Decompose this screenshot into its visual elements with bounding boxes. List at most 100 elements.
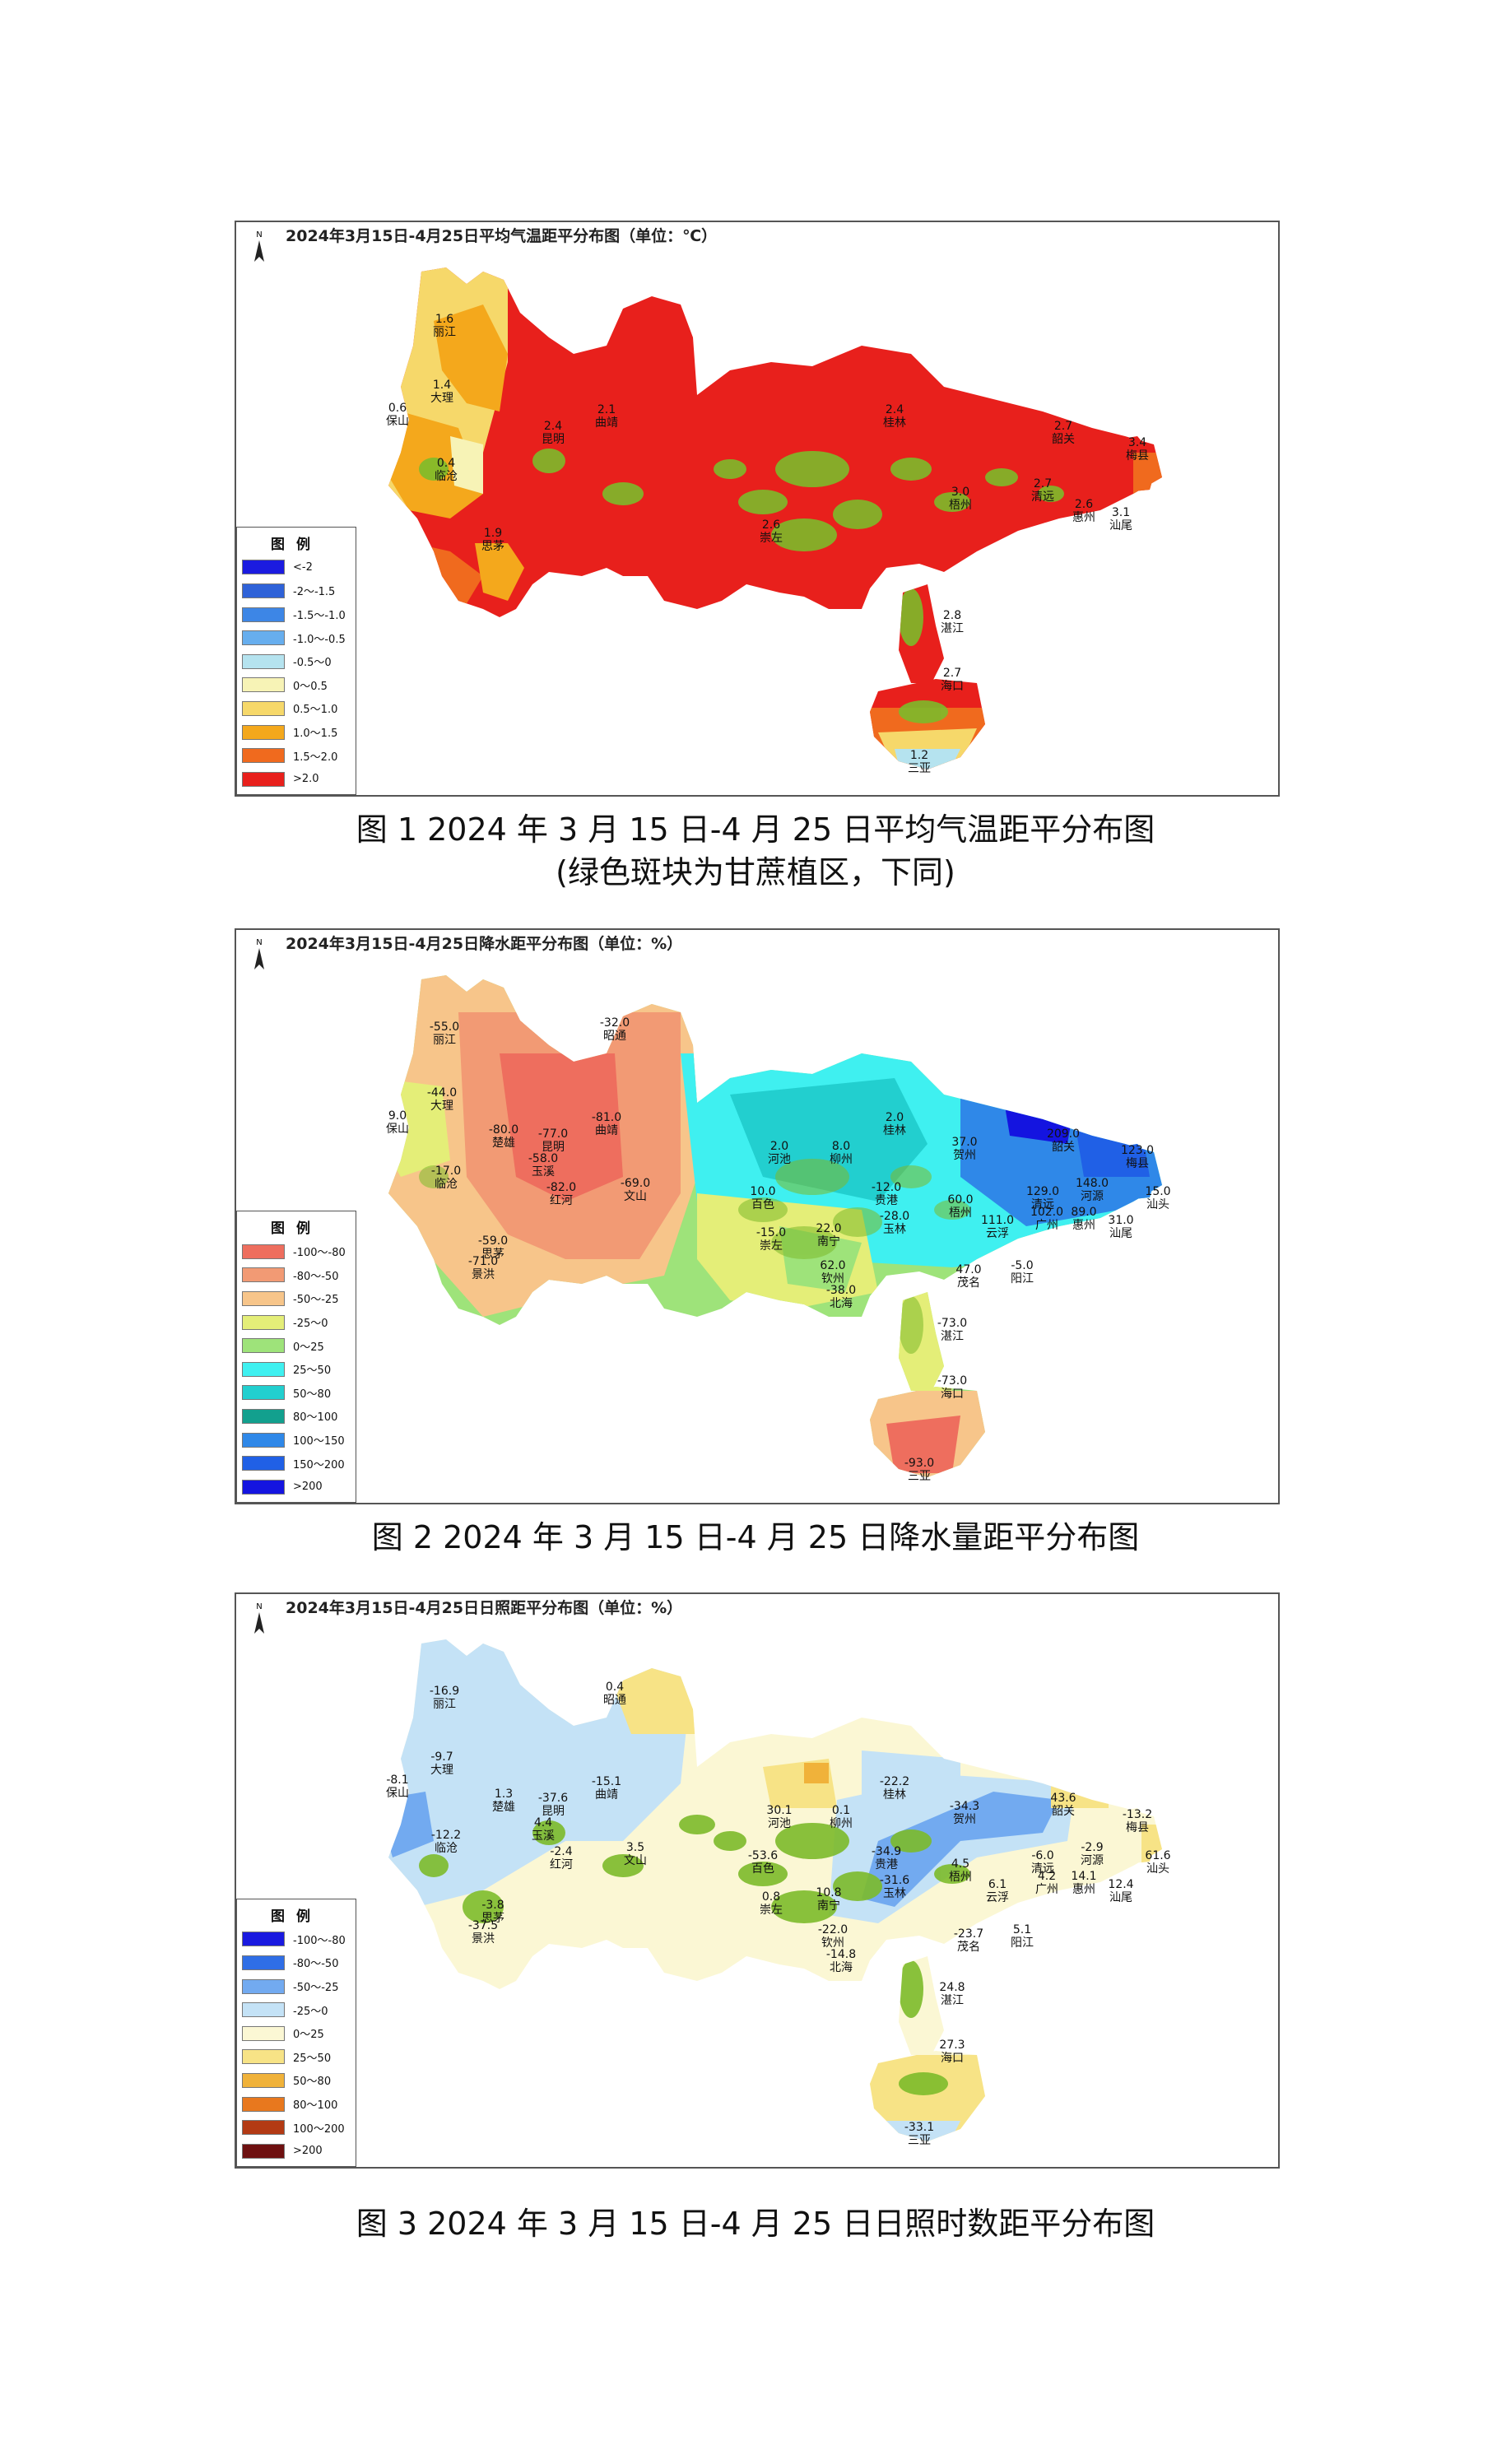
station-label: -71.0 景洪 [468,1255,498,1281]
station-label: -81.0 曲靖 [592,1111,621,1137]
station-label: 12.4 汕尾 [1108,1878,1133,1904]
station-label: -22.0 钦州 [818,1923,848,1950]
caption-line: 图 2 2024 年 3 月 15 日-4 月 25 日降水量距平分布图 [371,1519,1140,1555]
station-value: -55.0 [429,1020,460,1034]
station-label: -13.2 梅县 [1123,1808,1152,1834]
figure-3-caption: 图 3 2024 年 3 月 15 日-4 月 25 日日照时数距平分布图 [0,2202,1511,2245]
legend-label: 0～25 [293,1341,324,1354]
station-label: -17.0 临沧 [431,1165,461,1191]
station-value: -5.0 [1011,1259,1034,1272]
legend-swatch [242,1385,285,1401]
station-label: -2.4 红河 [550,1845,573,1871]
station-value: 5.1 [1012,1923,1032,1936]
station-value: 4.5 [951,1857,970,1871]
station-label: 4.2 广州 [1035,1870,1058,1896]
station-value: 2.0 [885,1111,904,1124]
station-value: 4.2 [1037,1870,1057,1883]
station-label: 4.5 梧州 [949,1857,972,1884]
map-legend: 图例 -100～-80 -80～-50 -50～-25 -25～0 0～25 25～50 5… [236,1899,356,2167]
station-value: 2.7 [942,667,962,680]
station-name: 云浮 [986,1227,1009,1240]
station-value: -22.2 [879,1775,910,1788]
station-name: 阳江 [1011,1936,1034,1950]
station-value: -80.0 [488,1123,519,1137]
legend-swatch [242,2049,285,2065]
station-value: 3.0 [951,486,970,499]
station-value: 37.0 [951,1136,978,1149]
station-value: 89.0 [1071,1206,1097,1219]
station-name: 玉溪 [532,1829,555,1843]
station-name: 惠州 [1072,1883,1095,1896]
station-value: -22.0 [817,1923,848,1936]
legend-swatch [242,1978,285,1994]
station-name: 河源 [1081,1190,1104,1203]
station-name: 临沧 [434,1178,458,1191]
station-name: 梅县 [1126,449,1149,463]
station-value: -59.0 [477,1234,509,1248]
legend-item: >200 [242,1475,351,1499]
station-label: 43.6 韶关 [1050,1792,1076,1818]
legend-swatch [242,653,285,669]
station-name: 清远 [1031,490,1054,504]
station-value: -58.0 [528,1152,559,1165]
station-value: -14.8 [825,1948,857,1961]
legend-label: -2～-1.5 [293,586,336,599]
station-name: 阳江 [1011,1272,1034,1285]
station-name: 玉林 [882,1887,906,1900]
station-label: -37.6 昆明 [538,1792,568,1818]
station-name: 南宁 [816,1899,840,1913]
station-value: 2.1 [597,403,616,416]
station-label: 2.8 湛江 [941,609,964,635]
station-label: 2.0 河池 [768,1140,791,1166]
station-value: 10.0 [750,1185,776,1198]
station-name: 海口 [941,680,964,693]
legend-item: <-2 [242,556,351,579]
station-name: 韶关 [1052,1141,1075,1154]
station-name: 思茅 [481,1912,504,1925]
station-label: -33.1 三亚 [904,2121,934,2147]
legend-swatch [242,2025,285,2041]
station-value: -8.1 [386,1774,409,1787]
station-label: 0.6 保山 [386,402,409,428]
station-value: -82.0 [546,1181,577,1194]
station-name: 贺州 [952,1149,976,1162]
station-name: 丽江 [432,1698,456,1711]
station-value: 0.4 [436,457,456,470]
station-name: 湛江 [940,1994,964,2007]
station-value: -3.8 [481,1899,504,1912]
station-name: 三亚 [907,2134,931,2147]
station-name: 柳州 [830,1817,853,1830]
legend-item: -50～-25 [242,1287,351,1311]
station-name: 红河 [549,1194,573,1207]
legend-swatch [242,677,285,693]
station-value: 2.7 [1053,420,1073,433]
map-title: 2024年3月15日-4月25日平均气温距平分布图（单位：℃） [286,227,718,245]
station-value: 1.4 [432,379,452,392]
legend-label: -1.5～-1.0 [293,610,346,623]
temperature-anomaly-map: N 2024年3月15日-4月25日平均气温距平分布图（单位：℃） 1.6 丽江 1… [235,221,1280,797]
figure-2-caption: 图 2 2024 年 3 月 15 日-4 月 25 日降水量距平分布图 [0,1516,1511,1559]
svg-text:N: N [256,938,262,947]
station-name: 楚雄 [491,1137,515,1150]
station-value: -37.6 [537,1792,569,1805]
station-value: -53.6 [747,1849,779,1862]
station-label: -69.0 文山 [621,1177,650,1203]
station-name: 湛江 [941,622,964,635]
station-value: 12.4 [1108,1878,1134,1891]
station-value: -81.0 [591,1111,622,1124]
legend-item: 0.5～1.0 [242,697,351,721]
station-name: 河池 [767,1817,791,1830]
station-name: 保山 [386,1123,409,1136]
station-name: 清远 [1031,1198,1054,1211]
station-label: 10.0 百色 [750,1185,775,1211]
station-value: -71.0 [467,1255,499,1268]
svg-text:N: N [256,230,262,239]
station-value: -77.0 [537,1127,569,1141]
caption-line: (绿色斑块为甘蔗植区，下同) [556,854,955,890]
station-name: 大理 [430,1100,453,1113]
station-label: -80.0 楚雄 [489,1123,518,1150]
figure-1-caption: 图 1 2024 年 3 月 15 日-4 月 25 日平均气温距平分布图 (绿… [0,808,1511,894]
station-value: 2.4 [885,403,904,416]
station-label: -22.2 桂林 [880,1775,909,1802]
station-label: 0.4 昭通 [603,1681,626,1707]
